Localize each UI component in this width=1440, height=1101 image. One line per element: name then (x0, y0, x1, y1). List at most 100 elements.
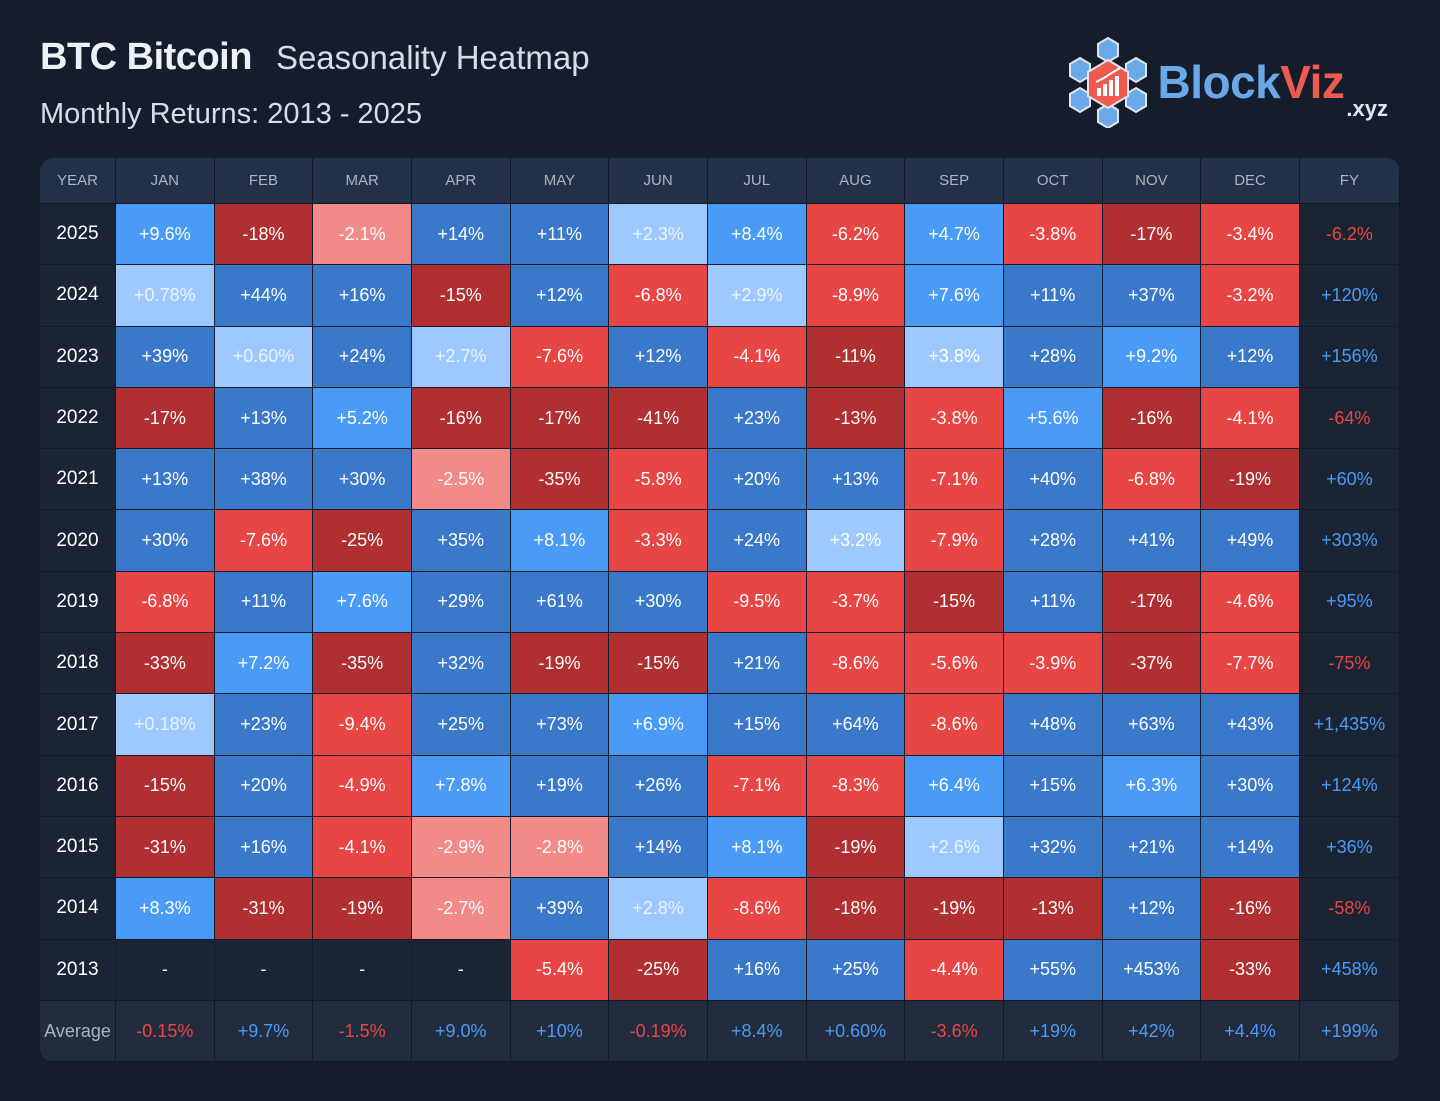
heatmap-cell: +44% (214, 265, 314, 327)
header: BTC Bitcoin Seasonality Heatmap Monthly … (40, 36, 1400, 146)
heatmap-cell: -35% (313, 633, 412, 695)
heatmap-cell: +64% (806, 694, 906, 756)
heatmap-cell: +23% (707, 387, 807, 450)
heatmap-cell: -8.9% (806, 265, 906, 327)
heatmap-cell: -7.6% (510, 326, 610, 388)
heatmap-cell: +15% (707, 694, 807, 756)
heatmap-cell: +30% (116, 510, 215, 572)
heatmap-cell: +13% (806, 449, 906, 511)
heatmap-cell: +19% (510, 755, 610, 817)
heatmap-cell: -6.2% (806, 204, 906, 266)
logo-word-block: Block (1157, 56, 1281, 108)
heatmap-cell: +28% (1003, 326, 1103, 388)
heatmap-cell: +7.6% (313, 571, 412, 634)
heatmap-cell: +16% (214, 816, 314, 879)
blockviz-logo[interactable]: BlockViz .xyz (1066, 36, 1388, 128)
heatmap-cell: -7.6% (214, 510, 314, 572)
heatmap-cell: -4.1% (313, 816, 412, 879)
heatmap-cell: +12% (609, 326, 708, 388)
heatmap-cell: -19% (806, 816, 906, 879)
fy-total-cell: +120% (1299, 265, 1400, 327)
row-year-label: 2023 (40, 326, 116, 388)
row-year-label: 2019 (40, 571, 116, 634)
row-year-label: 2022 (40, 387, 116, 450)
heatmap-cell: -19% (1201, 449, 1300, 511)
average-cell: -0.15% (116, 1000, 215, 1062)
heatmap-cell: +20% (214, 755, 314, 817)
heatmap-cell: +21% (1102, 816, 1202, 879)
logo-wordmark: BlockViz (1158, 55, 1345, 109)
column-header-month: JAN (116, 158, 215, 204)
average-cell: -0.19% (609, 1000, 708, 1062)
heatmap-grid: YEAR JAN FEB MAR APR MAY JUN JUL AUG SEP OCT NOV DEC… (40, 158, 1400, 1062)
fy-total-cell: -64% (1299, 387, 1400, 450)
heatmap-cell: +7.8% (411, 755, 511, 817)
heatmap-cell: +41% (1102, 510, 1202, 572)
heatmap-cell: -19% (313, 878, 412, 940)
column-header-month: OCT (1003, 158, 1103, 204)
heatmap-cell: +0.78% (116, 265, 215, 327)
heatmap-cell: -2.7% (411, 878, 511, 940)
column-header-year: YEAR (40, 158, 116, 204)
heatmap-cell: -13% (1003, 878, 1103, 940)
heatmap-cell: -7.1% (905, 449, 1004, 511)
heatmap-cell: +39% (510, 878, 610, 940)
heatmap-cell: -37% (1102, 633, 1202, 695)
heatmap-cell: -7.1% (707, 755, 807, 817)
heatmap-cell: +23% (214, 694, 314, 756)
heatmap-cell: +40% (1003, 449, 1103, 511)
heatmap-cell: +28% (1003, 510, 1103, 572)
heatmap-cell: -8.6% (806, 633, 906, 695)
heatmap-cell: -17% (510, 387, 610, 450)
heatmap-cell: +12% (1102, 878, 1202, 940)
heatmap-cell: -16% (411, 387, 511, 450)
average-cell: +0.60% (806, 1000, 906, 1062)
heatmap-cell: -4.9% (313, 755, 412, 817)
heatmap-cell: +25% (806, 939, 906, 1001)
heatmap-cell: -15% (905, 571, 1004, 634)
average-cell: +8.4% (707, 1000, 807, 1062)
heatmap-cell: +32% (411, 633, 511, 695)
heatmap-cell: -8.6% (905, 694, 1004, 756)
row-year-label: 2016 (40, 755, 116, 817)
logo-cube-icon (1068, 36, 1147, 128)
heatmap-cell: +6.4% (905, 755, 1004, 817)
heatmap-cell: +5.2% (313, 387, 412, 450)
heatmap-cell: +12% (510, 265, 610, 327)
heatmap-cell: +32% (1003, 816, 1103, 879)
heatmap-cell: -9.5% (707, 571, 807, 634)
heatmap-cell: -17% (1102, 571, 1202, 634)
heatmap-cell: -4.4% (905, 939, 1004, 1001)
heatmap-cell: -31% (116, 816, 215, 879)
column-header-month: AUG (806, 158, 906, 204)
row-year-label: 2017 (40, 694, 116, 756)
heatmap-cell: +25% (411, 694, 511, 756)
heatmap-cell: -3.9% (1003, 633, 1103, 695)
heatmap-cell: -5.4% (510, 939, 610, 1001)
heatmap-cell: +11% (1003, 265, 1103, 327)
fy-total-cell: +124% (1299, 755, 1400, 817)
heatmap-cell: +2.3% (609, 204, 708, 266)
heatmap-cell: +7.6% (905, 265, 1004, 327)
heatmap-cell: -15% (116, 755, 215, 817)
heatmap-cell: -3.8% (1003, 204, 1103, 266)
heatmap-cell: +4.7% (905, 204, 1004, 266)
heatmap-cell: +11% (214, 571, 314, 634)
row-year-label: 2021 (40, 449, 116, 511)
heatmap-cell: -3.3% (609, 510, 708, 572)
average-cell: +9.0% (411, 1000, 511, 1062)
logo-tld: .xyz (1346, 96, 1388, 121)
fy-total-cell: -58% (1299, 878, 1400, 940)
heatmap-cell: -25% (313, 510, 412, 572)
heatmap-cell: -5.6% (905, 633, 1004, 695)
average-cell: -1.5% (313, 1000, 412, 1062)
heatmap-cell: +8.1% (510, 510, 610, 572)
heatmap-cell: -3.8% (905, 387, 1004, 450)
heatmap-cell: +43% (1201, 694, 1300, 756)
heatmap-cell: -7.9% (905, 510, 1004, 572)
heatmap-cell: -5.8% (609, 449, 708, 511)
heatmap-cell: -18% (214, 204, 314, 266)
column-header-month: MAY (510, 158, 610, 204)
heatmap-cell: -2.9% (411, 816, 511, 879)
logo-word-viz: Viz (1280, 56, 1345, 108)
